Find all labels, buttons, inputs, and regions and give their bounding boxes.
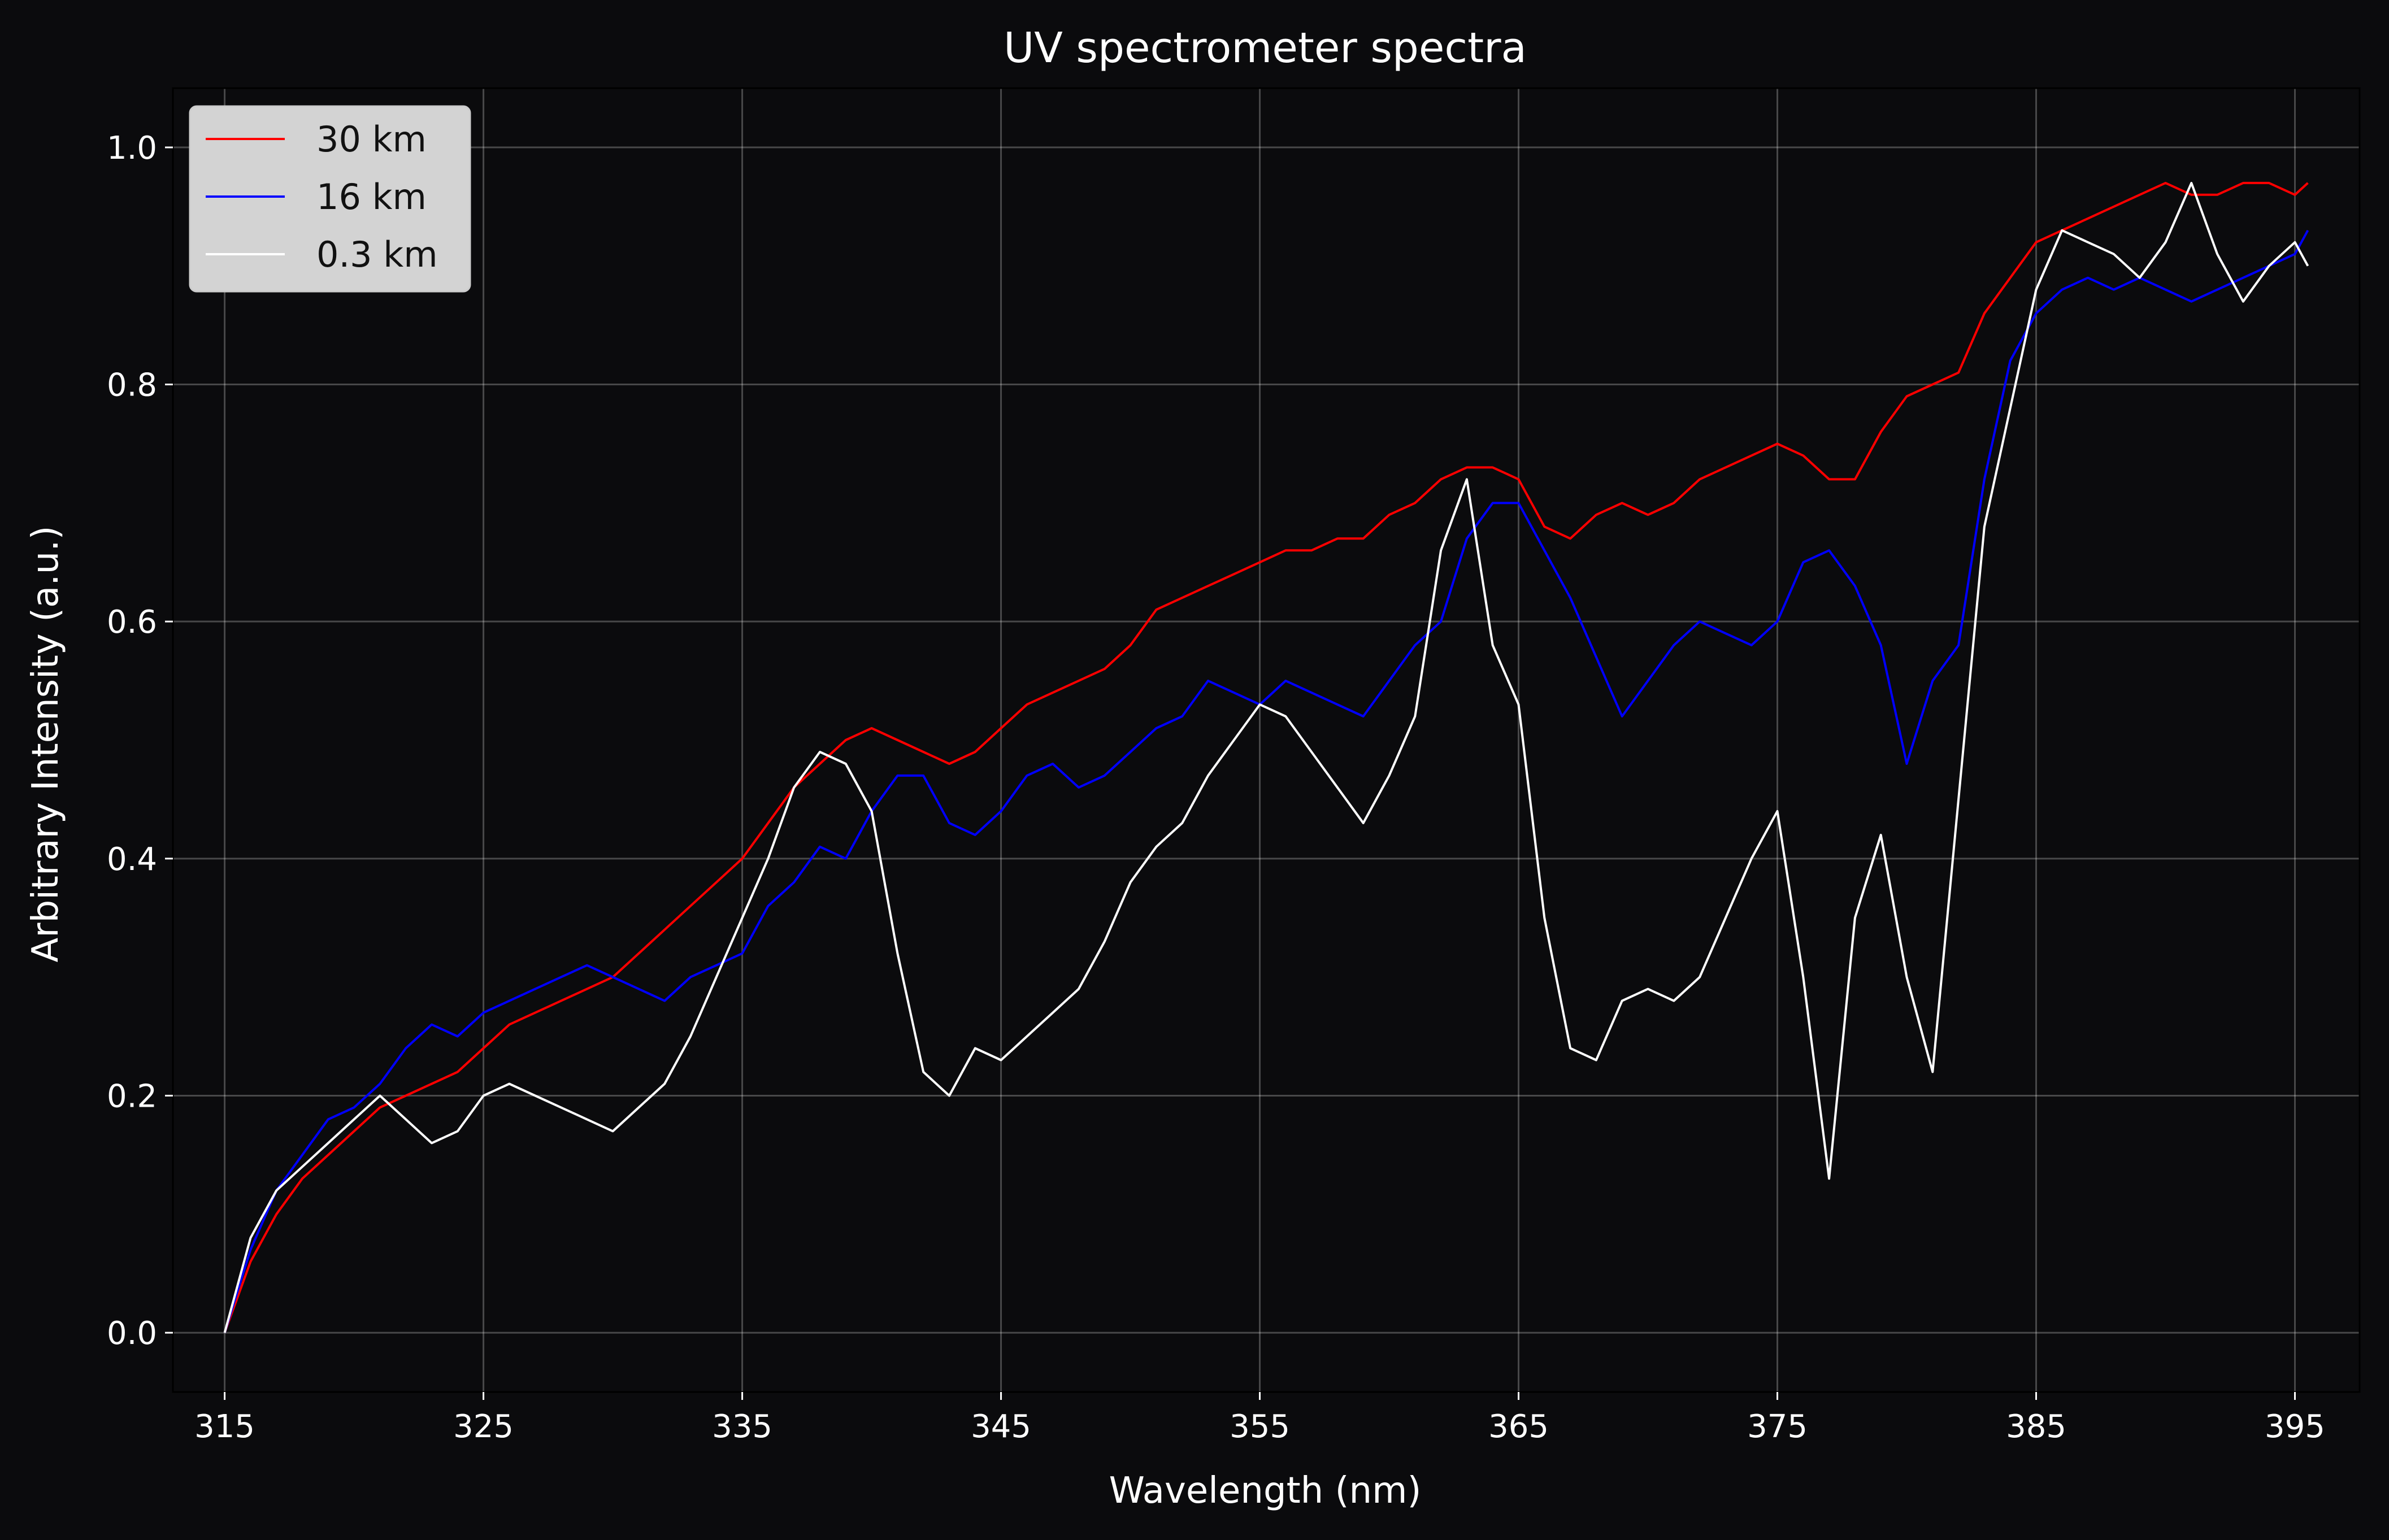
series-line-0 (223, 181, 2309, 1333)
x-tick-label: 395 (2265, 1408, 2325, 1445)
legend-label-2: 0.3 km (316, 234, 438, 275)
x-tick-label: 315 (194, 1408, 255, 1445)
x-tick-label: 385 (2006, 1408, 2066, 1445)
legend-label-0: 30 km (316, 119, 427, 160)
legend-entries: 30 km 16 km 0.3 km (206, 119, 438, 275)
grid (173, 88, 2360, 1392)
axes-frame (172, 87, 2361, 1393)
x-tick-label: 355 (1230, 1408, 1290, 1445)
series-line-1 (223, 229, 2309, 1333)
x-tick-label: 325 (453, 1408, 514, 1445)
chart-title: UV spectrometer spectra (1004, 24, 1527, 72)
x-tick-label: 335 (712, 1408, 772, 1445)
legend: 30 km 16 km 0.3 km (189, 105, 471, 293)
x-tick-label: 375 (1747, 1408, 1808, 1445)
y-tick-label: 0.0 (107, 1315, 157, 1352)
x-tick-label: 345 (971, 1408, 1031, 1445)
ticks: 315 325 335 345 355 365 375 385 395 0.0 0.2 0.4 0.6 0… (107, 130, 2325, 1445)
legend-label-1: 16 km (316, 176, 427, 217)
y-tick-label: 0.6 (107, 604, 157, 641)
y-axis-label: Arbitrary Intensity (a.u.) (25, 526, 67, 963)
x-axis-label: Wavelength (nm) (1109, 1470, 1422, 1512)
legend-box (189, 105, 471, 293)
series-line-2 (223, 181, 2309, 1333)
y-tick-label: 0.2 (107, 1078, 157, 1115)
y-tick-label: 0.8 (107, 367, 157, 404)
y-tick-label: 1.0 (107, 130, 157, 167)
y-tick-label: 0.4 (107, 841, 157, 878)
x-tick-label: 365 (1488, 1408, 1549, 1445)
series-lines (223, 181, 2309, 1333)
